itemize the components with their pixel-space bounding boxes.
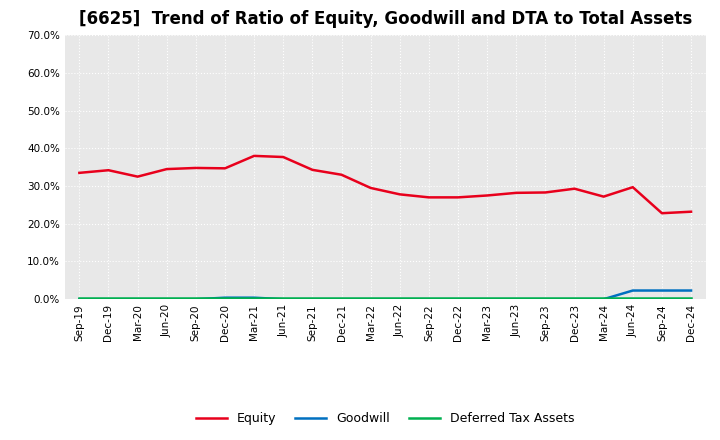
Goodwill xyxy=(541,297,550,302)
Deferred Tax Assets xyxy=(337,295,346,301)
Equity xyxy=(425,195,433,200)
Equity xyxy=(250,153,258,158)
Goodwill xyxy=(133,297,142,302)
Equity xyxy=(570,186,579,191)
Deferred Tax Assets xyxy=(366,295,375,301)
Goodwill xyxy=(279,297,287,302)
Equity xyxy=(192,165,200,171)
Goodwill xyxy=(337,297,346,302)
Deferred Tax Assets xyxy=(104,295,113,301)
Goodwill xyxy=(104,297,113,302)
Deferred Tax Assets xyxy=(541,295,550,301)
Deferred Tax Assets xyxy=(279,295,287,301)
Equity xyxy=(629,184,637,190)
Deferred Tax Assets xyxy=(454,295,462,301)
Equity xyxy=(104,168,113,173)
Goodwill xyxy=(454,297,462,302)
Legend: Equity, Goodwill, Deferred Tax Assets: Equity, Goodwill, Deferred Tax Assets xyxy=(191,407,580,430)
Deferred Tax Assets xyxy=(395,295,404,301)
Deferred Tax Assets xyxy=(192,295,200,301)
Deferred Tax Assets xyxy=(599,295,608,301)
Deferred Tax Assets xyxy=(687,295,696,301)
Deferred Tax Assets xyxy=(133,295,142,301)
Equity xyxy=(133,174,142,179)
Equity xyxy=(657,211,666,216)
Deferred Tax Assets xyxy=(570,295,579,301)
Deferred Tax Assets xyxy=(250,295,258,301)
Goodwill xyxy=(483,297,492,302)
Deferred Tax Assets xyxy=(483,295,492,301)
Title: [6625]  Trend of Ratio of Equity, Goodwill and DTA to Total Assets: [6625] Trend of Ratio of Equity, Goodwil… xyxy=(78,10,692,28)
Goodwill xyxy=(192,297,200,302)
Deferred Tax Assets xyxy=(308,295,317,301)
Goodwill xyxy=(425,297,433,302)
Equity xyxy=(454,195,462,200)
Equity xyxy=(337,172,346,177)
Deferred Tax Assets xyxy=(163,295,171,301)
Goodwill xyxy=(366,297,375,302)
Deferred Tax Assets xyxy=(220,295,229,301)
Goodwill xyxy=(250,295,258,301)
Goodwill xyxy=(687,288,696,293)
Equity xyxy=(483,193,492,198)
Equity xyxy=(279,154,287,160)
Goodwill xyxy=(163,297,171,302)
Equity xyxy=(366,185,375,191)
Equity xyxy=(687,209,696,214)
Equity xyxy=(512,190,521,195)
Deferred Tax Assets xyxy=(629,295,637,301)
Goodwill xyxy=(395,297,404,302)
Line: Equity: Equity xyxy=(79,156,691,213)
Goodwill xyxy=(657,288,666,293)
Deferred Tax Assets xyxy=(425,295,433,301)
Equity xyxy=(395,192,404,197)
Goodwill xyxy=(220,295,229,301)
Deferred Tax Assets xyxy=(512,295,521,301)
Goodwill xyxy=(75,297,84,302)
Goodwill xyxy=(512,297,521,302)
Line: Goodwill: Goodwill xyxy=(79,290,691,299)
Equity xyxy=(541,190,550,195)
Equity xyxy=(163,166,171,172)
Equity xyxy=(308,167,317,172)
Equity xyxy=(75,170,84,176)
Deferred Tax Assets xyxy=(75,295,84,301)
Goodwill xyxy=(599,297,608,302)
Goodwill xyxy=(629,288,637,293)
Goodwill xyxy=(570,297,579,302)
Equity xyxy=(220,166,229,171)
Goodwill xyxy=(308,297,317,302)
Equity xyxy=(599,194,608,199)
Deferred Tax Assets xyxy=(657,295,666,301)
